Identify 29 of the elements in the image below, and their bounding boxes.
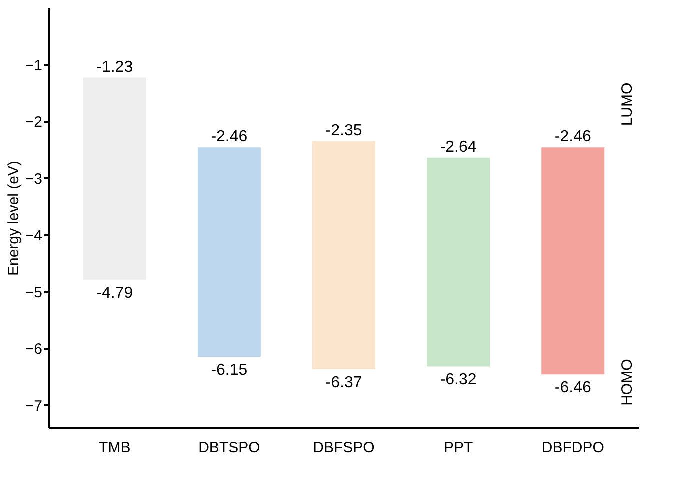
annotation: -2.64 <box>440 138 477 156</box>
bar <box>198 148 261 358</box>
y-tick-label: −6 <box>25 341 42 358</box>
annotation: -1.23 <box>96 58 134 76</box>
annotation: -6.15 <box>211 362 248 380</box>
annotation: -6.32 <box>440 372 477 389</box>
y-tick-label: −2 <box>25 114 42 132</box>
annotation: -2.46 <box>211 128 248 146</box>
y-tick-label: −1 <box>25 57 42 74</box>
y-tick-label: −3 <box>25 170 42 188</box>
y-tick-label: −4 <box>25 228 42 245</box>
bar <box>312 141 376 370</box>
x-tick-label: PPT <box>444 440 474 456</box>
annotation: -2.35 <box>326 122 362 140</box>
x-tick-label: DBFSPO <box>313 440 375 456</box>
y-tick-label: −5 <box>25 284 42 302</box>
annotation: HOMO <box>619 359 636 406</box>
x-tick-label: DBTSPO <box>198 440 260 456</box>
y-tick-label: −7 <box>25 398 42 415</box>
bar <box>427 158 490 367</box>
annotation: -6.37 <box>326 374 362 392</box>
annotation: -4.79 <box>96 284 134 302</box>
annotation: LUMO <box>619 82 636 126</box>
x-tick-label: DBFDPO <box>542 440 604 456</box>
x-tick-label: TMB <box>99 440 131 456</box>
bar <box>542 148 605 375</box>
y-axis-title: Energy level (eV) <box>5 160 22 276</box>
annotation: -2.46 <box>554 128 592 146</box>
annotation: -6.46 <box>554 380 592 397</box>
